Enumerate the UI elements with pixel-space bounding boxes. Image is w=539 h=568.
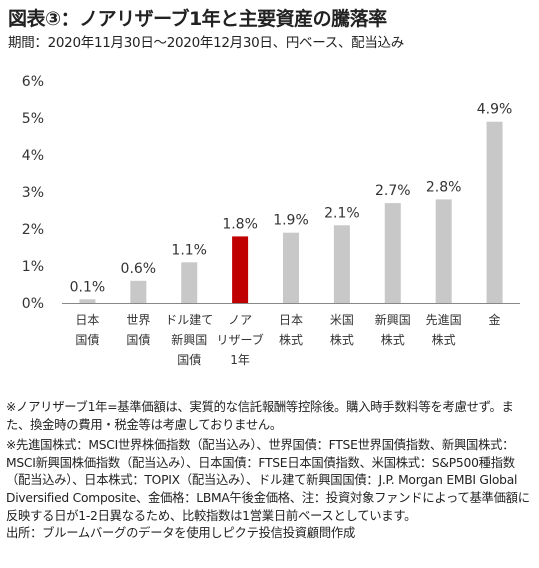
bar bbox=[181, 262, 198, 303]
x-tick-label: 金 bbox=[489, 312, 501, 327]
y-tick-label: 1% bbox=[22, 259, 44, 275]
chart-subtitle: 期間：2020年11月30日～2020年12月30日、円ベース、配当込み bbox=[8, 35, 404, 51]
x-tick-label: 米国株式 bbox=[330, 313, 354, 347]
data-label: 2.7% bbox=[375, 183, 411, 199]
data-label: 0.1% bbox=[70, 279, 106, 295]
footnote-fund: ※ノアリザーブ1年=基準価額は、実質的な信託報酬等控除後。購入時手数料等を考慮せ… bbox=[6, 400, 514, 432]
data-label: 1.8% bbox=[222, 216, 258, 232]
data-label: 0.6% bbox=[121, 261, 157, 277]
bar bbox=[435, 199, 452, 303]
x-tick-label: 日本国債 bbox=[75, 313, 99, 347]
footnote-indices: ※先進国株式：MSCI世界株価指数（配当込み）、世界国債：FTSE世界国債指数、… bbox=[6, 438, 530, 523]
chart-title: 図表③：ノアリザーブ1年と主要資産の騰落率 bbox=[8, 8, 387, 30]
x-tick-label: ノアリザーブ 1年 bbox=[216, 313, 263, 367]
y-tick-label: 0% bbox=[22, 296, 44, 312]
footnotes: ※ノアリザーブ1年=基準価額は、実質的な信託報酬等控除後。購入時手数料等を考慮せ… bbox=[6, 399, 534, 543]
footnote-source: 出所：ブルームバーグのデータを使用しピクテ投信投資顧問作成 bbox=[6, 526, 355, 541]
bar bbox=[486, 121, 503, 303]
y-tick-label: 5% bbox=[22, 111, 44, 127]
bar bbox=[232, 236, 249, 303]
x-tick-label: 新興国株式 bbox=[375, 312, 411, 347]
y-tick-label: 2% bbox=[22, 222, 44, 238]
x-tick-label: 日本株式 bbox=[279, 313, 303, 347]
data-label: 4.9% bbox=[477, 102, 513, 118]
bar bbox=[79, 299, 96, 303]
data-label: 1.9% bbox=[273, 213, 309, 229]
bar bbox=[333, 225, 350, 303]
x-tick-label: 先進国株式 bbox=[426, 313, 462, 347]
x-tick-label: ドル建て新興国国債 bbox=[165, 313, 213, 367]
bar bbox=[130, 280, 147, 303]
bar bbox=[283, 232, 299, 303]
bar bbox=[384, 203, 401, 303]
x-tick-label: 世界国債 bbox=[126, 313, 150, 347]
y-tick-label: 4% bbox=[22, 148, 44, 164]
data-label: 2.1% bbox=[324, 205, 360, 221]
bar-chart: 0% 1% 2% 3% 4% 5% 6% 0.1% 日本国債 0.6% 世界国債 1.1% ドル建て新興… bbox=[22, 74, 520, 367]
y-tick-label: 6% bbox=[22, 74, 44, 90]
y-tick-label: 3% bbox=[22, 185, 44, 201]
data-label: 2.8% bbox=[426, 179, 462, 195]
data-label: 1.1% bbox=[171, 242, 207, 258]
